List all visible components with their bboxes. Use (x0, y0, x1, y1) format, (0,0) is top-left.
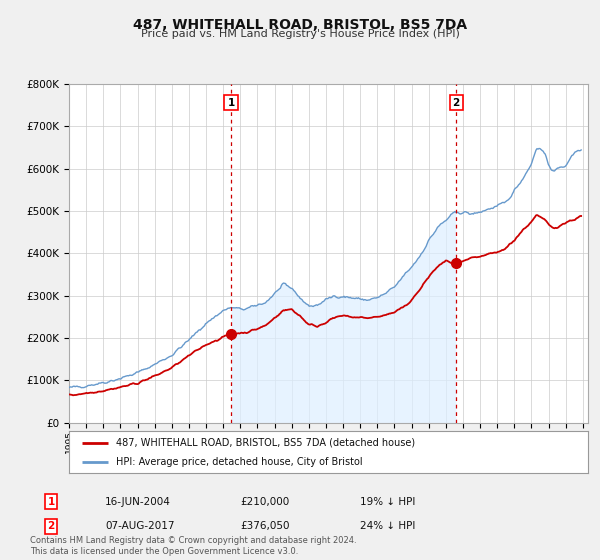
Text: 1: 1 (47, 497, 55, 507)
Text: 2: 2 (452, 97, 460, 108)
Text: 16-JUN-2004: 16-JUN-2004 (105, 497, 171, 507)
Text: £210,000: £210,000 (240, 497, 289, 507)
Text: 07-AUG-2017: 07-AUG-2017 (105, 521, 175, 531)
Text: 487, WHITEHALL ROAD, BRISTOL, BS5 7DA (detached house): 487, WHITEHALL ROAD, BRISTOL, BS5 7DA (d… (116, 437, 415, 447)
Text: 2: 2 (47, 521, 55, 531)
Text: 24% ↓ HPI: 24% ↓ HPI (360, 521, 415, 531)
Text: £376,050: £376,050 (240, 521, 290, 531)
Text: Price paid vs. HM Land Registry's House Price Index (HPI): Price paid vs. HM Land Registry's House … (140, 29, 460, 39)
Text: 487, WHITEHALL ROAD, BRISTOL, BS5 7DA: 487, WHITEHALL ROAD, BRISTOL, BS5 7DA (133, 18, 467, 32)
Text: 19% ↓ HPI: 19% ↓ HPI (360, 497, 415, 507)
Text: HPI: Average price, detached house, City of Bristol: HPI: Average price, detached house, City… (116, 457, 362, 467)
Text: 1: 1 (227, 97, 235, 108)
Text: Contains HM Land Registry data © Crown copyright and database right 2024.
This d: Contains HM Land Registry data © Crown c… (30, 536, 356, 556)
